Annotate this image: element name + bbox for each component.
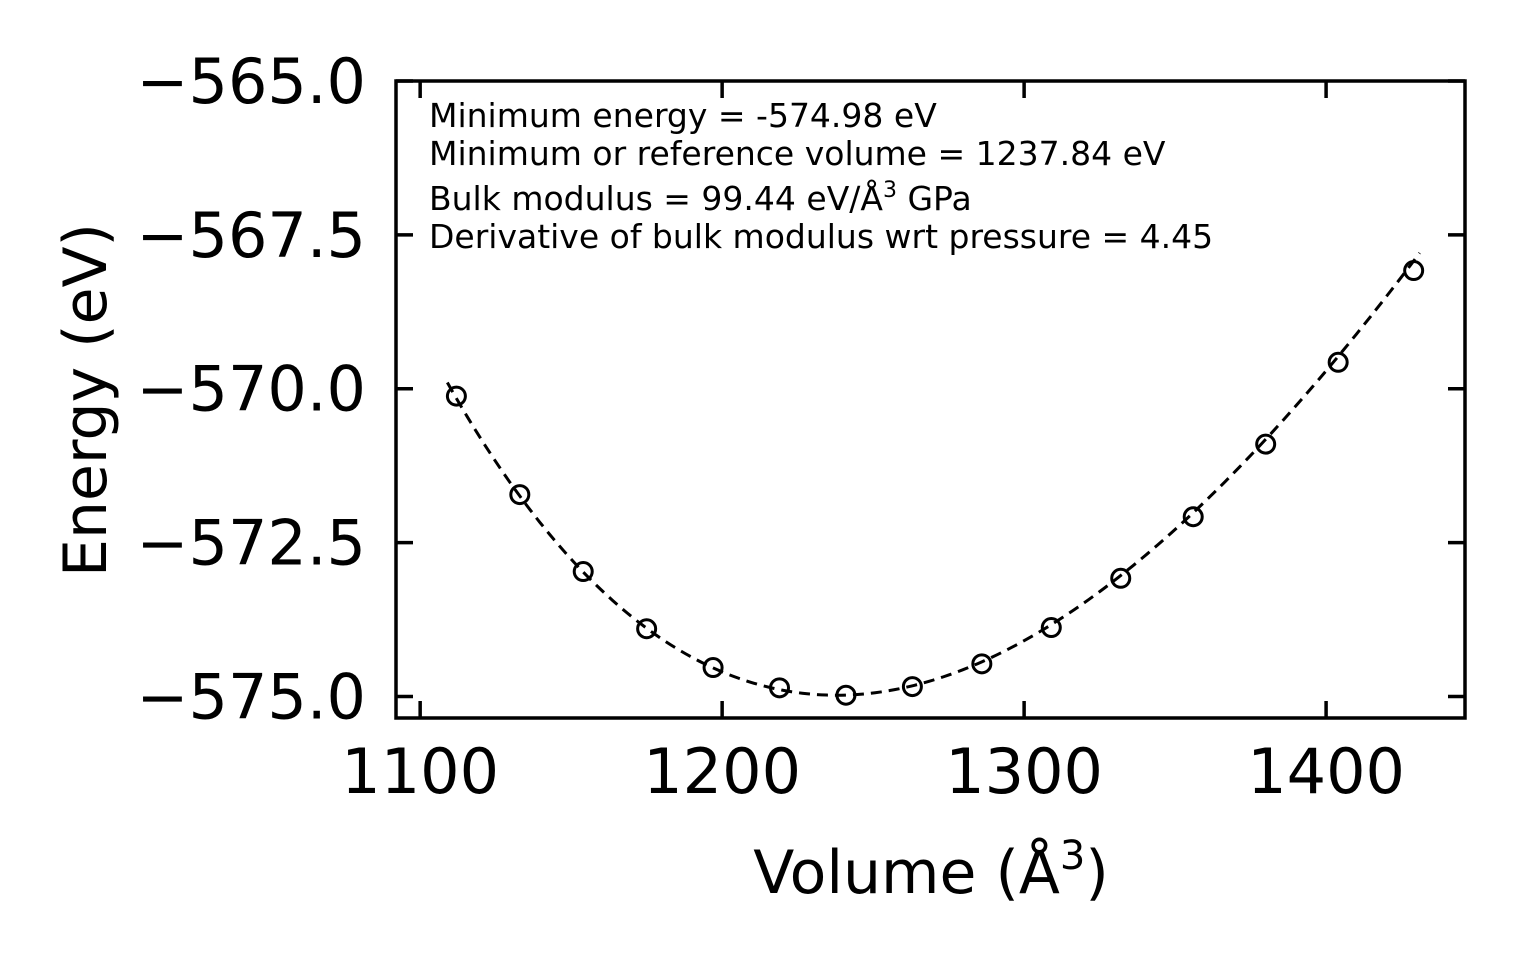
annotation-bulk-modulus-text: Bulk modulus = 99.44 eV/Å <box>429 178 883 218</box>
data-point <box>835 684 857 706</box>
fit-curve-layer <box>446 252 1421 697</box>
data-point <box>971 653 993 675</box>
y-axis-label: Energy (eV) <box>51 223 121 577</box>
data-point <box>445 385 467 407</box>
x-tick-label: 1200 <box>643 735 801 808</box>
data-point <box>1110 567 1132 589</box>
data-point <box>1182 506 1204 528</box>
y-tick-label: −570.0 <box>137 353 366 426</box>
x-axis-label: Volume (Å3) <box>753 833 1109 908</box>
y-tick-label: −567.5 <box>137 199 366 272</box>
data-point <box>1327 351 1349 373</box>
data-point <box>509 484 531 506</box>
y-tick-label: −565.0 <box>137 45 366 118</box>
ticks-layer: 1100 1200 1300 1400 −565.0 −567.5 −570.0 −572.5… <box>137 45 1465 808</box>
data-point <box>572 561 594 583</box>
data-point <box>1403 260 1425 282</box>
annotation-bulk-derivative: Derivative of bulk modulus wrt pressure … <box>429 217 1213 256</box>
plot-frame <box>394 79 1467 720</box>
data-point <box>901 676 923 698</box>
x-axis-label-sup: 3 <box>1060 833 1085 879</box>
annotation-ref-volume: Minimum or reference volume = 1237.84 eV <box>429 134 1166 173</box>
y-tick-label: −575.0 <box>137 660 366 733</box>
annotation-min-energy: Minimum energy = -574.98 eV <box>429 96 937 135</box>
x-tick-label: 1400 <box>1247 735 1405 808</box>
fit-curve <box>446 252 1421 697</box>
y-tick-label: −572.5 <box>137 507 366 580</box>
annotation-bulk-modulus: Bulk modulus = 99.44 eV/Å3 GPa <box>429 178 972 218</box>
annotation-box: Minimum energy = -574.98 eV Minimum or r… <box>429 96 1213 256</box>
data-point <box>769 677 791 699</box>
data-point <box>1040 617 1062 639</box>
data-point <box>702 657 724 679</box>
data-point <box>1255 433 1277 455</box>
x-axis-label-text: Volume (Å <box>753 837 1060 908</box>
x-tick-label: 1100 <box>341 735 499 808</box>
annotation-bulk-modulus-tail: GPa <box>897 179 972 218</box>
annotation-bulk-modulus-sup: 3 <box>883 178 897 203</box>
x-axis-label-close: ) <box>1085 838 1108 908</box>
data-points-layer <box>445 260 1425 706</box>
data-point <box>636 618 658 640</box>
x-tick-label: 1300 <box>945 735 1103 808</box>
